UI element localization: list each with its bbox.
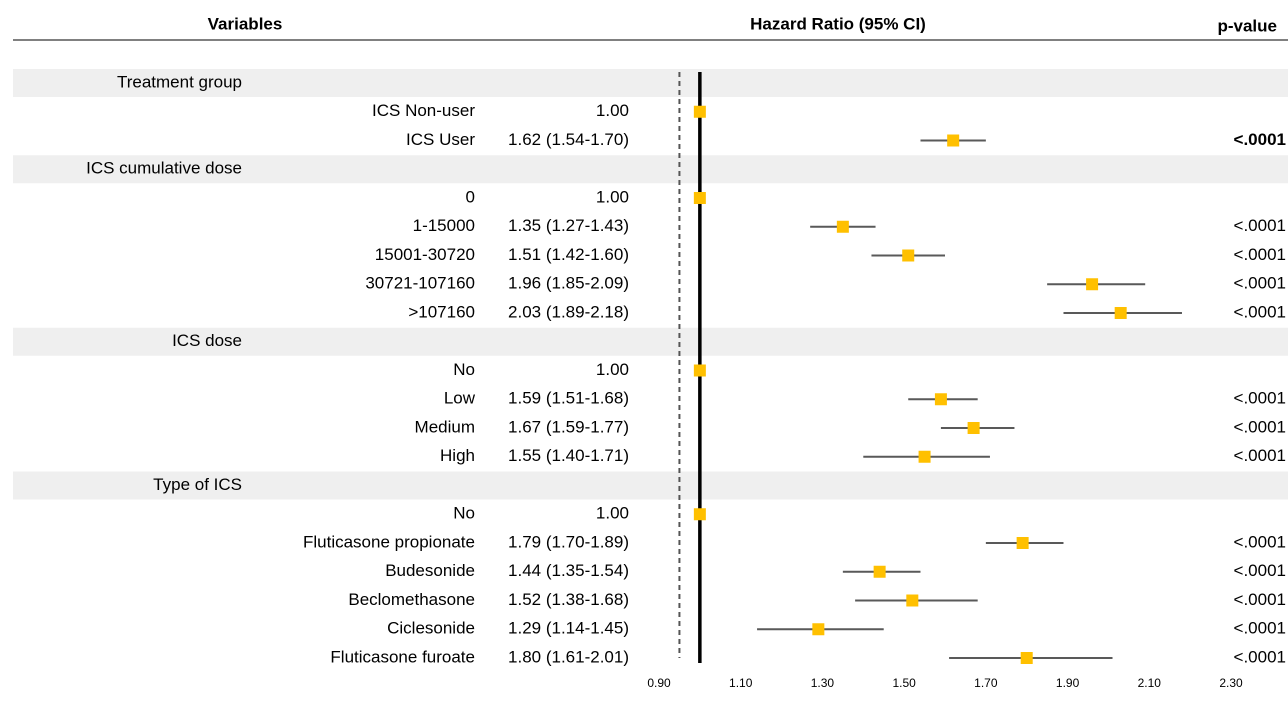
estimate-label: 1.35 (1.27-1.43) <box>508 216 629 235</box>
p-value: <.0001 <box>1234 302 1286 321</box>
estimate-label: 1.55 (1.40-1.71) <box>508 446 629 465</box>
row-label: No <box>453 360 475 379</box>
estimate-label: 1.79 (1.70-1.89) <box>508 532 629 551</box>
x-tick-label: 0.90 <box>647 676 671 690</box>
hr-marker <box>873 565 886 578</box>
row-label: 30721-107160 <box>365 274 475 293</box>
row-label: 0 <box>466 187 475 206</box>
row-label: Ciclesonide <box>387 619 475 638</box>
row-label: Fluticasone propionate <box>303 532 475 551</box>
group-label: ICS dose <box>172 331 242 350</box>
x-tick-label: 1.10 <box>729 676 753 690</box>
estimate-label: 1.67 (1.59-1.77) <box>508 417 629 436</box>
row-label: ICS Non-user <box>372 101 475 120</box>
p-value: <.0001 <box>1234 590 1286 609</box>
hr-marker <box>1020 652 1033 664</box>
x-tick-label: 1.70 <box>974 676 998 690</box>
group-label: ICS cumulative dose <box>86 159 242 178</box>
hr-marker <box>934 393 947 406</box>
hr-marker <box>693 508 706 521</box>
header-variables: Variables <box>208 14 283 33</box>
row-label: 1-15000 <box>413 216 475 235</box>
row-label: Medium <box>415 417 475 436</box>
hr-marker <box>967 422 980 434</box>
hr-marker <box>693 192 706 204</box>
x-tick-label: 1.30 <box>811 676 835 690</box>
estimate-label: 1.96 (1.85-2.09) <box>508 274 629 293</box>
group-band <box>13 471 1288 500</box>
estimate-label: 1.52 (1.38-1.68) <box>508 590 629 609</box>
p-value: <.0001 <box>1234 647 1286 666</box>
hr-marker <box>693 105 706 118</box>
hr-marker <box>906 594 919 607</box>
row-label: 15001-30720 <box>375 245 475 264</box>
group-band <box>13 327 1288 356</box>
estimate-label: 1.62 (1.54-1.70) <box>508 130 629 149</box>
row-label: Low <box>444 389 476 408</box>
group-band <box>13 69 1288 97</box>
group-band <box>13 155 1288 184</box>
estimate-label: 2.03 (1.89-2.18) <box>508 302 629 321</box>
x-tick-label: 1.90 <box>1056 676 1080 690</box>
row-label: High <box>440 446 475 465</box>
header-p: p-value <box>1217 16 1277 35</box>
hr-marker <box>1086 278 1099 291</box>
hr-marker <box>902 249 915 262</box>
p-value: <.0001 <box>1234 446 1286 465</box>
p-value: <.0001 <box>1234 532 1286 551</box>
p-value: <.0001 <box>1234 216 1286 235</box>
p-value: <.0001 <box>1234 245 1286 264</box>
p-value: <.0001 <box>1234 389 1286 408</box>
hr-marker <box>918 450 931 463</box>
p-value: <.0001 <box>1234 130 1286 149</box>
x-tick-label: 2.30 <box>1219 676 1243 690</box>
hr-marker <box>1114 307 1127 319</box>
estimate-label: 1.29 (1.14-1.45) <box>508 619 629 638</box>
estimate-label: 1.00 <box>596 360 629 379</box>
row-label: Budesonide <box>385 561 475 580</box>
estimate-label: 1.00 <box>596 187 629 206</box>
hr-marker <box>693 364 706 377</box>
group-label: Type of ICS <box>153 475 242 494</box>
estimate-label: 1.80 (1.61-2.01) <box>508 647 629 666</box>
hr-marker <box>947 134 960 147</box>
estimate-label: 1.00 <box>596 101 629 120</box>
estimate-label: 1.59 (1.51-1.68) <box>508 389 629 408</box>
row-label: Fluticasone furoate <box>330 647 475 666</box>
hr-marker <box>1016 537 1029 549</box>
x-tick-label: 1.50 <box>892 676 916 690</box>
p-value: <.0001 <box>1234 561 1286 580</box>
hr-marker <box>836 220 849 233</box>
estimate-label: 1.44 (1.35-1.54) <box>508 561 629 580</box>
p-value: <.0001 <box>1234 274 1286 293</box>
row-label: >107160 <box>408 302 475 321</box>
row-label: ICS User <box>406 130 475 149</box>
row-label: Beclomethasone <box>348 590 475 609</box>
hr-marker <box>812 623 825 636</box>
header-estimate: Hazard Ratio (95% CI) <box>750 14 926 33</box>
estimate-label: 1.00 <box>596 504 629 523</box>
p-value: <.0001 <box>1234 619 1286 638</box>
x-tick-label: 2.10 <box>1138 676 1162 690</box>
group-label: Treatment group <box>117 72 242 91</box>
estimate-label: 1.51 (1.42-1.60) <box>508 245 629 264</box>
row-label: No <box>453 504 475 523</box>
p-value: <.0001 <box>1234 417 1286 436</box>
